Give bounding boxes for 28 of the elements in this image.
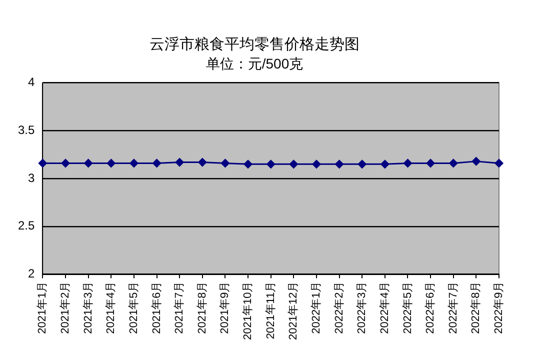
x-tick-label: 2022年9月 [493, 281, 506, 334]
x-tick-label: 2022年2月 [333, 281, 346, 334]
x-tick-label: 2021年2月 [60, 281, 72, 334]
x-tick-label: 2021年7月 [174, 281, 186, 334]
y-tick-label: 2 [28, 266, 35, 281]
x-tick-label: 2021年5月 [128, 281, 140, 334]
x-tick-label: 2022年4月 [378, 281, 391, 334]
x-tick-label: 2021年12月 [288, 281, 300, 340]
x-tick-label: 2021年9月 [219, 281, 232, 334]
x-tick-label: 2022年7月 [447, 281, 460, 334]
x-tick-label: 2022年1月 [310, 281, 323, 334]
y-tick-label: 2.5 [18, 218, 35, 233]
x-tick-label: 2021年11月 [264, 281, 277, 340]
x-tick-label: 2022年6月 [424, 281, 437, 334]
x-tick-label: 2022年8月 [470, 281, 482, 334]
x-tick-label: 2021年3月 [82, 281, 94, 334]
chart-title: 云浮市粮食平均零售价格走势图 [150, 36, 360, 54]
y-tick-label: 4 [28, 75, 35, 90]
x-tick-label: 2022年5月 [402, 281, 414, 334]
x-tick-label: 2021年1月 [36, 281, 49, 334]
y-tick-label: 3 [28, 170, 35, 185]
x-tick-label: 2021年6月 [150, 281, 163, 334]
x-tick-label: 2021年8月 [196, 281, 208, 334]
y-tick-label: 3.5 [18, 122, 35, 137]
x-tick-label: 2021年10月 [242, 281, 254, 340]
x-tick-label: 2022年3月 [356, 281, 368, 334]
x-tick-label: 2021年4月 [105, 281, 118, 334]
chart-subtitle: 单位：元/500克 [206, 55, 304, 72]
